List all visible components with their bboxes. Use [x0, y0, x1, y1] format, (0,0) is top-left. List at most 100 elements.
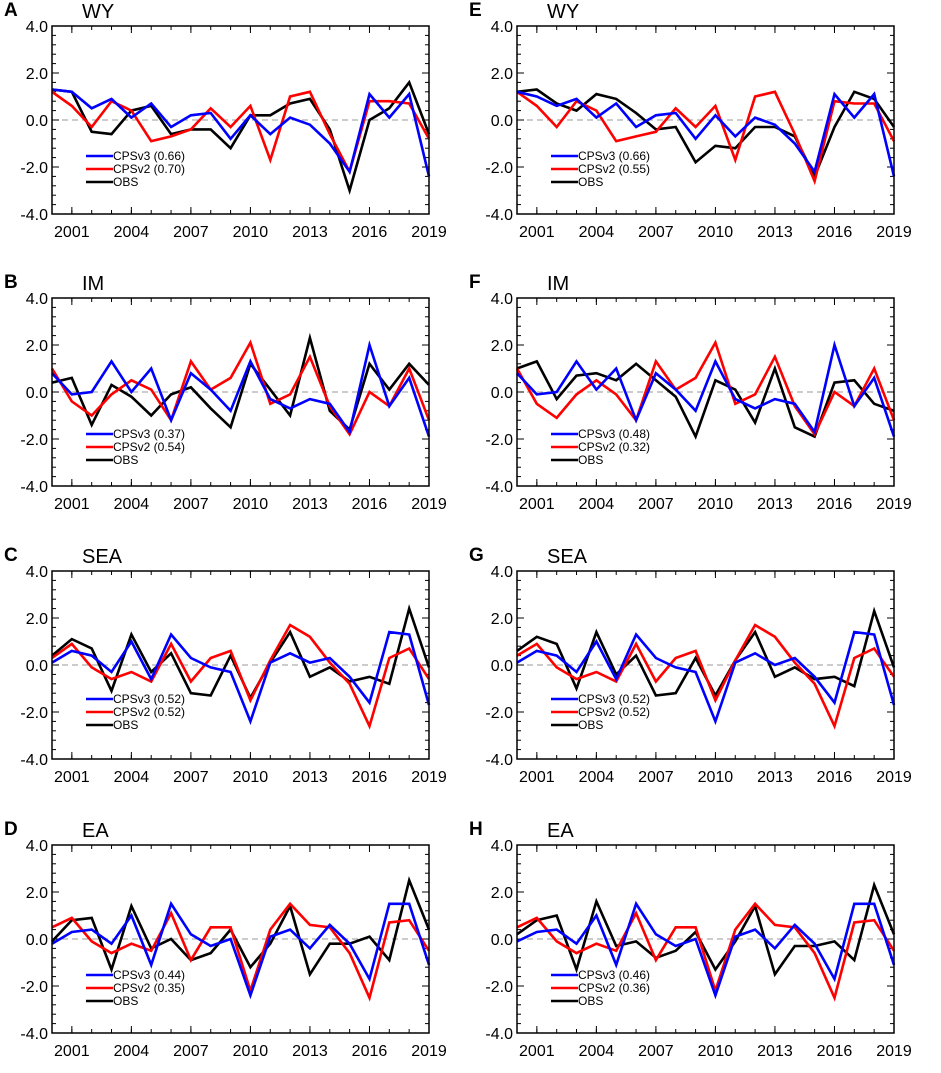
- panel-c-legend: CPSv3 (0.52)CPSv2 (0.52)OBS: [86, 692, 185, 732]
- panel-d-title: EA: [82, 820, 109, 842]
- panel-d: D EA 4.0 2.0 0.0 -2.0 -4.0 2001 2004 2007 2010 2013…: [4, 819, 447, 1060]
- panel-g-series-obs: [516, 606, 896, 699]
- panel-d-series-cpsv3: [51, 900, 431, 1000]
- panel-a-xtick-label: 2010: [233, 224, 269, 241]
- panel-e-legend-label-cpsv3: CPSv3 (0.66): [578, 149, 650, 163]
- panel-b-series-cpsv2: [50, 339, 431, 437]
- panel-d-legend-label-cpsv3: CPSv3 (0.44): [113, 968, 185, 982]
- panel-h-ytick-label: 4.0: [491, 838, 513, 855]
- panel-f-ytick-label: 0.0: [491, 385, 513, 402]
- panel-c-series-obs: [51, 604, 431, 701]
- panel-a-xtick-label: 2013: [292, 224, 328, 241]
- panel-d-xtick-label: 2001: [54, 1043, 90, 1060]
- panel-d-xtick-label: 2010: [233, 1043, 269, 1060]
- panel-b-xtick-label: 2010: [233, 496, 269, 513]
- panel-f-ytick-label: 4.0: [491, 291, 513, 308]
- panel-d-xtick-label: 2013: [292, 1043, 328, 1060]
- panel-a-xtick-label: 2004: [114, 224, 150, 241]
- panel-f-xtick-label: 2019: [876, 496, 912, 513]
- panel-f-ytick-label: -4.0: [485, 479, 513, 496]
- panel-g-legend-label-obs: OBS: [578, 718, 603, 732]
- panel-b-xtick-label: 2019: [411, 496, 447, 513]
- panel-f-legend-label-cpsv2: CPSv2 (0.32): [578, 440, 650, 454]
- panel-g-ytick-label: -4.0: [485, 752, 513, 769]
- panel-c-xtick-label: 2016: [352, 769, 388, 786]
- panel-h-title: EA: [547, 820, 574, 842]
- panel-g-xtick-label: 2013: [757, 769, 793, 786]
- panel-h-legend: CPSv3 (0.46)CPSv2 (0.36)OBS: [551, 968, 650, 1008]
- panel-c-legend-label-obs: OBS: [113, 718, 138, 732]
- panel-g-series-cpsv3: [516, 630, 896, 726]
- panel-g-xtick-label: 2016: [817, 769, 853, 786]
- panel-c-xtick-label: 2013: [292, 769, 328, 786]
- panel-h-xtick-label: 2019: [876, 1043, 912, 1060]
- panel-c-ytick-label: -4.0: [20, 752, 48, 769]
- panel-e-xtick-label: 2007: [638, 224, 674, 241]
- panel-a-ytick-label: 0.0: [26, 113, 48, 130]
- panel-a-xtick-label: 2016: [352, 224, 388, 241]
- panel-f-series-cpsv2: [515, 339, 896, 437]
- panel-c-xtick-label: 2007: [173, 769, 209, 786]
- panel-e-ytick-label: 0.0: [491, 113, 513, 130]
- panel-e-series-cpsv3: [516, 90, 896, 177]
- panel-e-xtick-label: 2004: [579, 224, 615, 241]
- panel-f-legend-label-cpsv3: CPSv3 (0.48): [578, 427, 650, 441]
- panel-c-ytick-label: 0.0: [26, 658, 48, 675]
- panel-g-title: SEA: [547, 546, 588, 568]
- panel-e-xtick-label: 2001: [519, 224, 555, 241]
- panel-b-series-obs: [51, 332, 430, 432]
- panel-b-xtick-label: 2013: [292, 496, 328, 513]
- panel-h-legend-label-cpsv3: CPSv3 (0.46): [578, 968, 650, 982]
- panel-d-xtick-label: 2019: [411, 1043, 447, 1060]
- panel-d-xtick-label: 2016: [352, 1043, 388, 1060]
- panel-b-ytick-label: -4.0: [20, 479, 48, 496]
- panel-e-xtick-label: 2010: [698, 224, 734, 241]
- panel-e-xtick-label: 2013: [757, 224, 793, 241]
- panel-b-ytick-label: -2.0: [20, 432, 48, 449]
- panel-b-legend: CPSv3 (0.37)CPSv2 (0.54)OBS: [86, 427, 185, 467]
- panel-d-ytick-label: -4.0: [20, 1026, 48, 1043]
- panel-e-legend-label-cpsv2: CPSv2 (0.55): [578, 162, 650, 176]
- panel-g-legend-label-cpsv2: CPSv2 (0.52): [578, 705, 650, 719]
- panel-a-xtick-label: 2001: [54, 224, 90, 241]
- panel-c: C SEA 4.0 2.0 0.0 -2.0 -4.0 2001 2004 2007 2010 201…: [4, 545, 447, 786]
- panel-g-ytick-label: 2.0: [491, 611, 513, 628]
- panel-a-legend-label-cpsv3: CPSv3 (0.66): [113, 149, 185, 163]
- panel-h-xtick-label: 2016: [817, 1043, 853, 1060]
- panel-c-legend-label-cpsv3: CPSv3 (0.52): [113, 692, 185, 706]
- panel-h-xtick-label: 2013: [757, 1043, 793, 1060]
- panel-c-frame: [51, 570, 430, 760]
- panel-d-ytick-label: 0.0: [26, 932, 48, 949]
- panel-h-ytick-label: 2.0: [491, 885, 513, 902]
- panel-b-title: IM: [82, 273, 104, 295]
- panel-f-frame: [516, 297, 895, 487]
- panel-f-ytick-label: -2.0: [485, 432, 513, 449]
- panel-e-ytick-label: -4.0: [485, 207, 513, 224]
- panel-h-xtick-label: 2001: [519, 1043, 555, 1060]
- panel-h: H EA 4.0 2.0 0.0 -2.0 -4.0 2001 2004 2007 2010 2013…: [469, 819, 912, 1060]
- panel-h-xtick-label: 2007: [638, 1043, 674, 1060]
- panel-b-letter: B: [4, 272, 18, 293]
- panel-b-xtick-label: 2001: [54, 496, 90, 513]
- panel-g-ytick-label: 4.0: [491, 564, 513, 581]
- panel-h-ytick-label: -2.0: [485, 979, 513, 996]
- panel-f-xtick-label: 2007: [638, 496, 674, 513]
- panel-g-legend: CPSv3 (0.52)CPSv2 (0.52)OBS: [551, 692, 650, 732]
- panel-h-series-cpsv2: [516, 901, 896, 1002]
- panel-c-legend-label-cpsv2: CPSv2 (0.52): [113, 705, 185, 719]
- panel-a: A WY 4.0 2.0 0.0 -2.0 -4.0 2001 2004 2007 2010 2013…: [4, 0, 447, 241]
- panel-c-xtick-label: 2019: [411, 769, 447, 786]
- panel-h-frame: [516, 844, 895, 1034]
- panel-a-series-obs: [51, 79, 431, 195]
- panel-h-ytick-label: -4.0: [485, 1026, 513, 1043]
- panel-h-xtick-label: 2004: [579, 1043, 615, 1060]
- panel-e-ytick-label: 4.0: [491, 19, 513, 36]
- panel-b-xtick-label: 2007: [173, 496, 209, 513]
- panel-c-ytick-label: 4.0: [26, 564, 48, 581]
- panel-b-legend-label-cpsv2: CPSv2 (0.54): [113, 440, 185, 454]
- panel-b-ytick-label: 4.0: [26, 291, 48, 308]
- panel-f-xtick-label: 2004: [579, 496, 615, 513]
- panel-b-xtick-label: 2016: [352, 496, 388, 513]
- panel-a-legend: CPSv3 (0.66)CPSv2 (0.70)OBS: [86, 149, 185, 189]
